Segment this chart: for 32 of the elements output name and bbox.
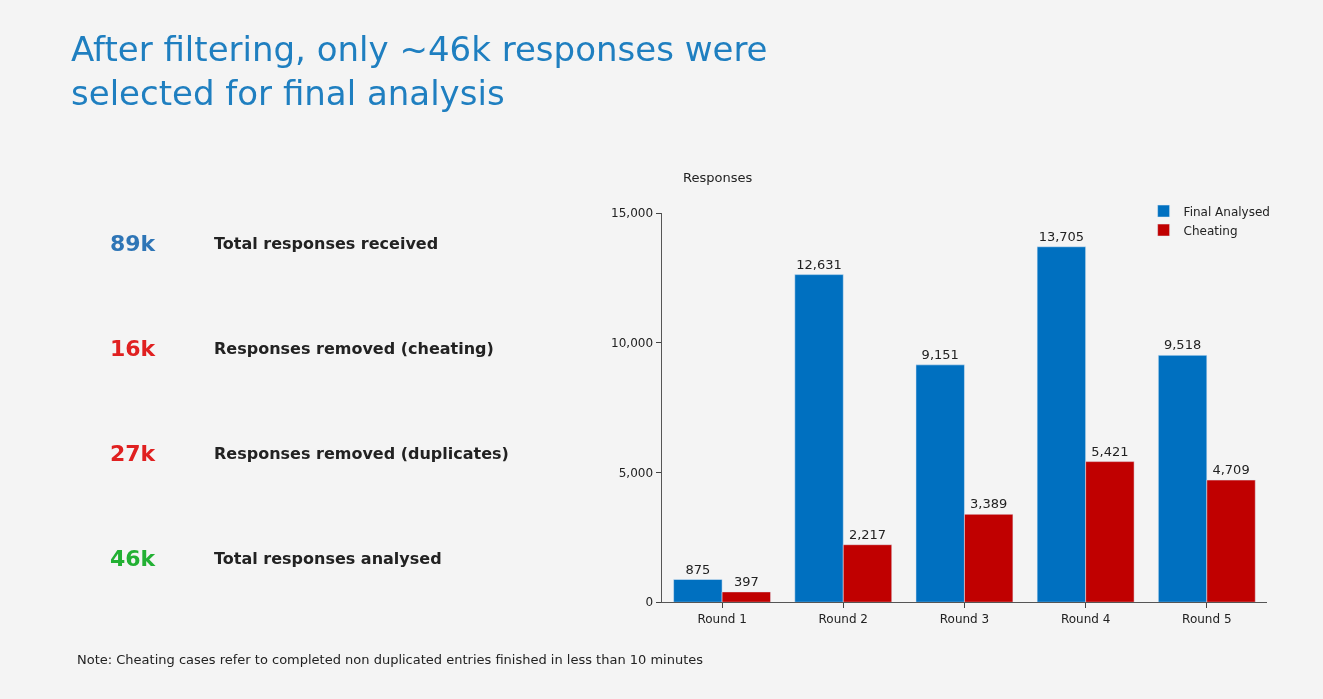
x-tick-label: Round 5	[1182, 611, 1232, 626]
legend-label: Cheating	[1183, 223, 1238, 238]
x-tick-label: Round 3	[939, 611, 990, 626]
y-tick-label: 10,000	[611, 336, 654, 351]
text: 9,518	[1163, 337, 1202, 353]
x-tick-label: Round 2	[818, 611, 868, 626]
text: Responses removed (cheating)	[214, 339, 494, 358]
y-tick-label: 15,000	[611, 206, 654, 221]
text: 46k	[110, 546, 157, 571]
text: Total responses received	[214, 234, 439, 253]
text: 13,705	[1038, 228, 1085, 244]
x-tick-label: Round 1	[697, 611, 747, 626]
text: 397	[733, 573, 759, 589]
text: 9,151	[921, 346, 959, 362]
text: Total responses analysed	[214, 549, 442, 568]
y-axis-title: Responses	[683, 170, 753, 185]
text: 4,709	[1212, 462, 1250, 478]
text: Note: Cheating cases refer to completed non duplicated entries finished in less than 10 minutes	[77, 652, 704, 667]
y-tick-label: 0	[645, 595, 654, 610]
legend-label: Final Analysed	[1183, 204, 1270, 219]
text: 12,631	[796, 256, 842, 272]
text: After filtering, only ~46k responses were selected for final analysis	[71, 29, 768, 114]
text: Responses removed (duplicates)	[214, 444, 509, 463]
text: 5,421	[1091, 443, 1129, 459]
text: 89k	[110, 231, 157, 256]
text: 2,217	[848, 526, 887, 542]
text: 3,389	[970, 496, 1008, 512]
text: 27k	[110, 441, 157, 466]
y-tick-label: 5,000	[618, 465, 654, 480]
text: 875	[685, 561, 711, 577]
x-tick-label: Round 4	[1060, 611, 1111, 626]
text: 16k	[110, 336, 157, 361]
